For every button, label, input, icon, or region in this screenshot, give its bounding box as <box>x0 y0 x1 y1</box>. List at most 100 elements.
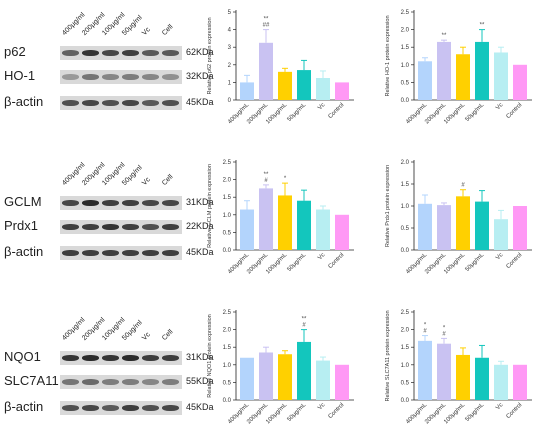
blot-band <box>102 355 119 361</box>
blot-band <box>122 250 139 256</box>
x-tick-label: 100μg/mL <box>265 252 289 276</box>
blot-strip <box>60 401 182 415</box>
blot-band <box>102 405 119 411</box>
kda-label: 45KDa <box>186 247 214 257</box>
y-axis-label: Relative p62 protein expression <box>207 17 213 94</box>
kda-label: 31KDa <box>186 352 214 362</box>
y-tick-label: 0.5 <box>223 230 232 236</box>
x-tick-label: 50μg/mL <box>287 102 308 123</box>
blot-strip <box>60 246 182 260</box>
blot-band <box>82 355 99 361</box>
blot-band <box>62 200 79 206</box>
x-tick-label: 100μg/mL <box>443 102 467 126</box>
blot-strip <box>60 351 182 365</box>
blot-strip <box>60 96 182 110</box>
blot-strip <box>60 70 182 84</box>
y-tick-label: 1.5 <box>401 182 410 188</box>
significance-mark: ** <box>264 172 269 178</box>
blot-band <box>142 250 159 256</box>
blot-band <box>122 200 139 206</box>
bar <box>513 206 527 250</box>
significance-mark: * <box>443 325 446 331</box>
blot-band <box>102 50 119 56</box>
x-tick-label: Control <box>327 102 345 120</box>
blot-band <box>122 355 139 361</box>
blot-band <box>142 224 159 230</box>
x-tick-label: 100μg/mL <box>443 252 467 276</box>
lane-label: Cell <box>161 173 175 187</box>
blot-band <box>142 379 159 385</box>
blot-band <box>142 74 159 80</box>
y-tick-label: 0.0 <box>401 248 410 254</box>
bar <box>259 188 273 250</box>
bar <box>278 71 292 100</box>
blot-strip <box>60 196 182 210</box>
bar <box>297 200 311 250</box>
y-tick-label: 2.5 <box>401 10 410 16</box>
blot-band <box>82 50 99 56</box>
y-tick-label: 5 <box>228 10 232 16</box>
bar <box>456 354 470 400</box>
protein-label: β-actin <box>4 94 44 109</box>
significance-mark: * <box>424 323 427 329</box>
x-tick-label: Vc <box>317 252 326 261</box>
blot-band <box>82 405 99 411</box>
x-tick-label: Control <box>327 252 345 270</box>
blot-panel-1: 400μg/ml 200μg/ml 100μg/ml 50μg/ml Vc Cell p62… <box>0 0 214 125</box>
significance-mark: ** <box>480 23 485 29</box>
blot-band <box>122 100 139 106</box>
protein-label: p62 <box>4 44 26 59</box>
blot-band <box>142 355 159 361</box>
blot-band <box>102 100 119 106</box>
x-tick-label: 100μg/mL <box>265 402 289 426</box>
y-tick-label: 1.0 <box>401 204 410 210</box>
bar <box>475 201 489 250</box>
bar <box>456 196 470 250</box>
lane-label: Vc <box>141 176 152 187</box>
y-tick-label: 0.5 <box>401 226 410 232</box>
blot-band <box>162 50 179 56</box>
x-tick-label: Vc <box>317 102 326 111</box>
blot-band <box>162 224 179 230</box>
bar <box>475 41 489 100</box>
x-tick-label: Vc <box>317 402 326 411</box>
y-tick-label: 1.0 <box>223 363 232 369</box>
blot-band <box>102 224 119 230</box>
blot-band <box>122 379 139 385</box>
blot-band <box>122 224 139 230</box>
bar <box>278 354 292 400</box>
significance-mark: # <box>423 329 427 335</box>
bar <box>335 82 349 100</box>
bar <box>297 341 311 400</box>
blot-strip <box>60 375 182 389</box>
y-tick-label: 0 <box>228 98 232 104</box>
bar <box>494 52 508 100</box>
blot-band <box>62 250 79 256</box>
bar <box>494 364 508 400</box>
blot-panel-2: 400μg/ml 200μg/ml 100μg/ml 50μg/ml Vc Cell GCL… <box>0 150 214 275</box>
y-tick-label: 1 <box>228 80 232 86</box>
x-tick-label: 50μg/mL <box>287 252 308 273</box>
bar <box>475 357 489 400</box>
kda-label: 55KDa <box>186 376 214 386</box>
y-tick-label: 1.0 <box>401 63 410 69</box>
blot-band <box>142 100 159 106</box>
significance-mark: * <box>284 176 287 182</box>
significance-mark: # <box>264 178 268 184</box>
x-tick-label: 50μg/mL <box>465 402 486 423</box>
significance-mark: # <box>442 331 446 337</box>
blot-band <box>62 224 79 230</box>
y-tick-label: 2.0 <box>401 160 410 166</box>
bar-chart-slc7a11: Relative SLC7A11 protein expression 0.0 0.… <box>385 310 532 425</box>
y-tick-label: 2.0 <box>401 328 410 334</box>
bar <box>335 214 349 250</box>
bar-chart-p62: Relative p62 protein expression012345400… <box>207 10 354 125</box>
bar <box>240 209 254 250</box>
blot-band <box>82 250 99 256</box>
x-tick-label: 50μg/mL <box>287 402 308 423</box>
kda-label: 32KDa <box>186 71 214 81</box>
significance-mark: ## <box>263 23 270 29</box>
y-axis-label: Relative Prdx1 protein expression <box>385 165 391 247</box>
y-tick-label: 1.5 <box>401 45 410 51</box>
bar <box>437 343 451 400</box>
